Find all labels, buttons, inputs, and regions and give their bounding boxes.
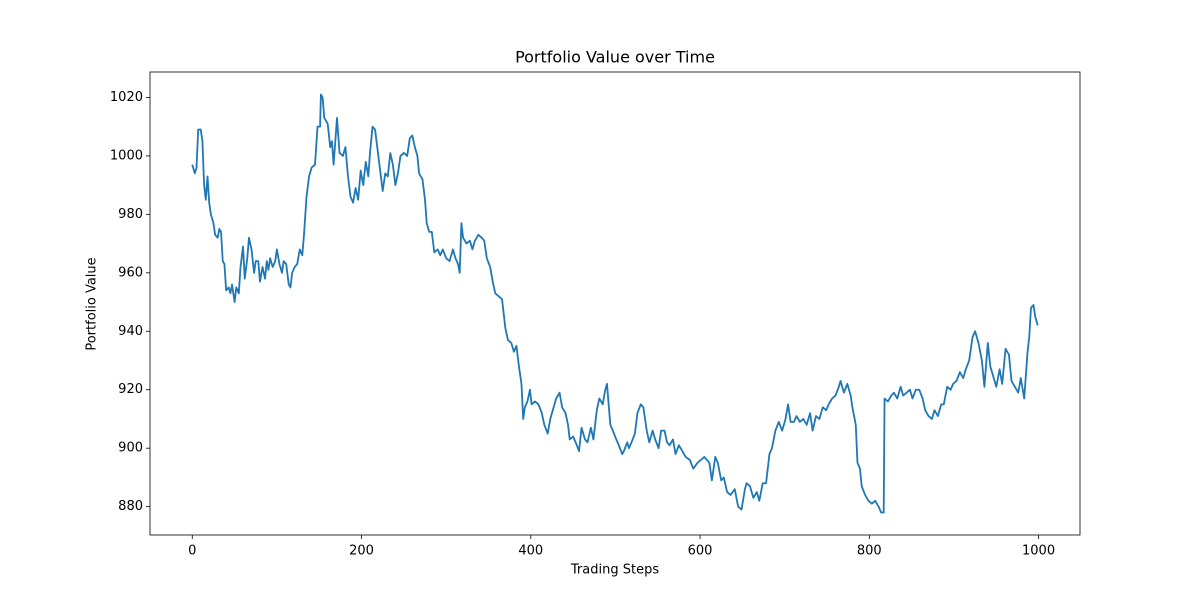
x-tick-label: 600 [688, 544, 713, 559]
x-tick-label: 800 [857, 544, 882, 559]
y-tick-label: 900 [118, 441, 143, 456]
x-tick-label: 400 [518, 544, 543, 559]
y-tick-label: 980 [118, 207, 143, 222]
y-tick-label: 920 [118, 382, 143, 397]
x-tick-label: 200 [349, 544, 374, 559]
chart-title: Portfolio Value over Time [515, 48, 715, 67]
series-line [191, 93, 1039, 514]
x-tick-label: 0 [188, 544, 196, 559]
y-tick-label: 880 [118, 499, 143, 514]
y-axis-label: Portfolio Value [85, 257, 100, 350]
y-tick-label: 1020 [110, 90, 143, 105]
y-tick-label: 960 [118, 265, 143, 280]
x-tick-label: 1000 [1022, 544, 1055, 559]
y-tick-label: 1000 [110, 148, 143, 163]
x-axis-label: Trading Steps [570, 563, 659, 578]
plot-frame [149, 71, 1081, 536]
y-tick-label: 940 [118, 324, 143, 339]
